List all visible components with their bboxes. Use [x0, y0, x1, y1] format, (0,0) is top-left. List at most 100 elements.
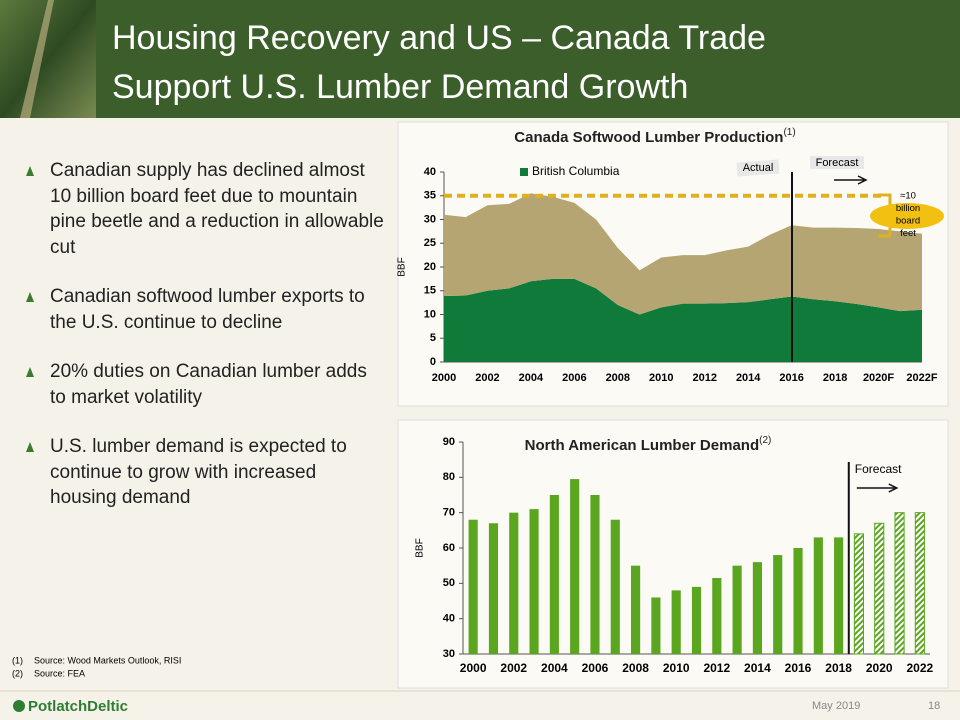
- y-tick-label: 35: [424, 190, 436, 202]
- bar: [549, 495, 559, 654]
- bar: [509, 512, 519, 654]
- legend-label: British Columbia: [532, 164, 620, 178]
- x-tick-label: 2008: [622, 661, 649, 675]
- bullet: 20% duties on Canadian lumber adds to ma…: [24, 359, 384, 410]
- x-tick-label: 2012: [692, 372, 716, 384]
- callout: [870, 203, 944, 229]
- logo: PotlatchDeltic: [28, 698, 128, 715]
- chart-title-text: North American Lumber Demand: [525, 437, 760, 454]
- x-tick-label: 2002: [500, 661, 527, 675]
- bar: [590, 495, 600, 654]
- bullet-list: Canadian supply has declined almost 10 b…: [24, 158, 384, 535]
- bar: [894, 512, 905, 655]
- bar: [773, 555, 783, 654]
- chart-title-text: Canada Softwood Lumber Production: [514, 129, 783, 146]
- y-tick-label: 40: [424, 166, 436, 178]
- y-tick-label: 90: [443, 436, 455, 448]
- y-tick-label: 25: [424, 237, 436, 249]
- callout-text: billion: [896, 203, 920, 214]
- bar: [691, 586, 702, 654]
- y-tick-label: 0: [430, 356, 436, 368]
- x-tick-label: 2016: [785, 661, 812, 675]
- x-tick-label: 2014: [744, 661, 771, 675]
- callout-text: board: [896, 216, 920, 227]
- page-number: 18: [928, 700, 940, 712]
- x-tick-label: 2010: [663, 661, 690, 675]
- chart-title-note: (1): [783, 127, 795, 138]
- footer-date: May 2019: [812, 700, 860, 712]
- bar: [874, 522, 885, 655]
- arrow: [834, 175, 868, 185]
- x-tick-label: 2016: [779, 372, 803, 384]
- x-tick-label: 2000: [460, 661, 487, 675]
- x-tick-label: 2006: [582, 661, 609, 675]
- title-line: Support U.S. Lumber Demand Growth: [112, 68, 688, 106]
- y-tick-label: 50: [443, 577, 455, 589]
- bar: [712, 578, 722, 654]
- y-tick-label: 80: [443, 471, 455, 483]
- bar: [468, 519, 478, 654]
- bar: [529, 509, 539, 654]
- x-tick-label: 2004: [519, 372, 544, 384]
- x-tick-label: 2012: [703, 661, 730, 675]
- bar: [610, 519, 620, 654]
- callout-text: ≈10: [900, 191, 916, 202]
- bar: [570, 479, 580, 654]
- x-tick-label: 2008: [606, 372, 630, 384]
- annotation: Forecast: [855, 462, 902, 476]
- bar: [813, 537, 823, 654]
- y-axis-label: BBF: [397, 257, 408, 276]
- arrow: [856, 483, 899, 493]
- footnote: Source: Wood Markets Outlook, RISI: [34, 655, 181, 665]
- y-tick-label: 20: [424, 261, 436, 273]
- annotation-box: [736, 159, 780, 177]
- y-tick-label: 30: [443, 648, 455, 660]
- x-tick-label: 2010: [649, 372, 673, 384]
- annotation: Actual: [743, 162, 774, 174]
- annotation: Forecast: [816, 157, 859, 169]
- area: [444, 193, 922, 315]
- x-tick-label: 2000: [432, 372, 456, 384]
- title-line: Housing Recovery and US – Canada Trade: [112, 19, 766, 57]
- area: [444, 278, 922, 362]
- chart-title-note: (2): [759, 435, 771, 446]
- bar: [834, 537, 844, 654]
- y-tick-label: 10: [424, 308, 436, 320]
- x-tick-label: 2018: [825, 661, 852, 675]
- x-tick-label: 2022F: [906, 372, 937, 384]
- bar: [853, 533, 865, 655]
- bullet: Canadian softwood lumber exports to the …: [24, 284, 384, 335]
- bar: [671, 590, 681, 654]
- callout-text: feet: [900, 228, 916, 239]
- chart-title: Canada Softwood Lumber Production(1): [514, 127, 795, 146]
- bar: [631, 565, 641, 654]
- x-tick-label: 2020F: [863, 372, 894, 384]
- x-tick-label: 2020: [866, 661, 893, 675]
- x-tick-label: 2014: [736, 372, 761, 384]
- bullet: Canadian supply has declined almost 10 b…: [24, 158, 384, 260]
- y-tick-label: 5: [430, 332, 436, 344]
- legend-swatch: [520, 168, 528, 176]
- bar: [732, 565, 742, 654]
- footnote: Source: FEA: [34, 668, 85, 678]
- bar: [488, 523, 499, 654]
- x-tick-label: 2022: [906, 661, 933, 675]
- y-tick-label: 30: [424, 213, 436, 225]
- header-band: [0, 0, 960, 118]
- bar: [651, 597, 661, 654]
- chart-title: North American Lumber Demand(2): [525, 435, 772, 454]
- y-tick-label: 60: [443, 542, 455, 554]
- logo-mark: [13, 700, 25, 712]
- y-axis-label: BBF: [415, 538, 426, 557]
- x-tick-label: 2002: [475, 372, 499, 384]
- y-tick-label: 15: [424, 285, 436, 297]
- x-tick-label: 2006: [562, 372, 586, 384]
- x-tick-label: 2004: [541, 661, 568, 675]
- bar: [793, 548, 803, 654]
- x-tick-label: 2018: [823, 372, 847, 384]
- y-tick-label: 70: [443, 507, 455, 519]
- y-tick-label: 40: [443, 613, 455, 625]
- footnote-mark: (2): [12, 668, 23, 678]
